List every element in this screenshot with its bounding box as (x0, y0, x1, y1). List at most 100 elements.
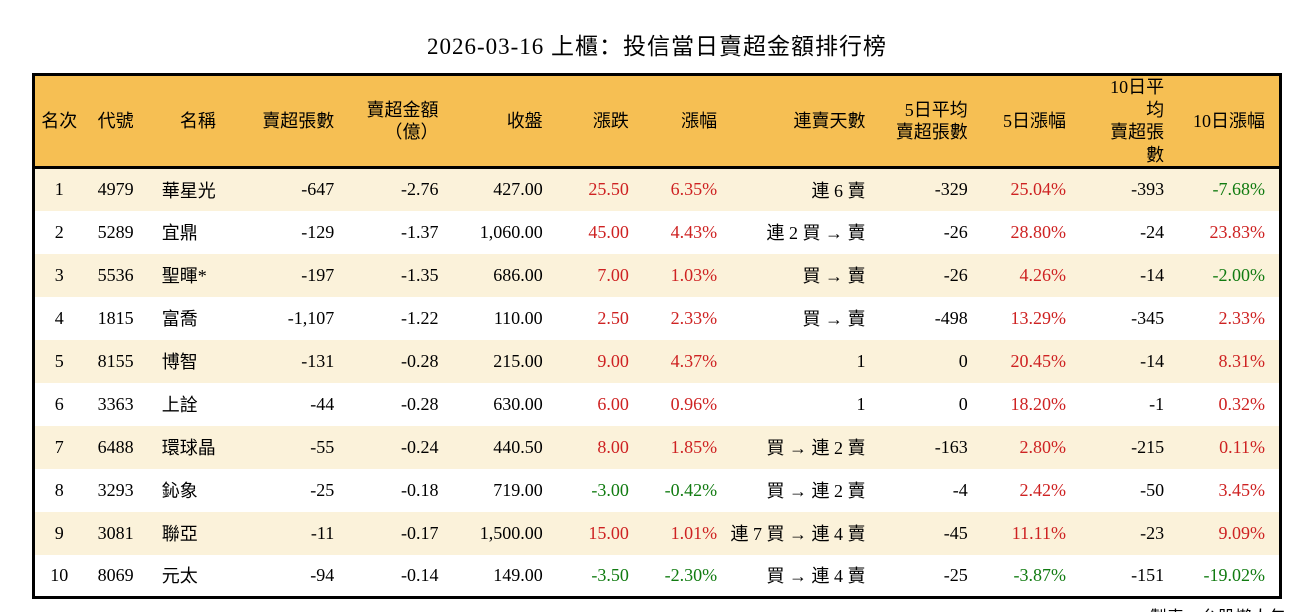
cell: 1815 (97, 307, 134, 328)
cell: -0.18 (400, 479, 439, 500)
cell: 1.85% (670, 436, 718, 457)
cell: -0.28 (400, 393, 439, 414)
cell: -3.50 (591, 564, 629, 585)
cell: 博智 (161, 352, 198, 372)
cell: 連 6 賣 (811, 180, 866, 201)
column-header: 賣超張數 (247, 74, 359, 169)
cell: 7 (54, 436, 64, 457)
cell: -4 (952, 479, 968, 500)
column-header: 漲跌 (550, 74, 643, 169)
cell: -24 (1140, 221, 1165, 242)
table-row: 9 3081 聯亞 -11 -0.17 1,500.00 15.00 1.01% 連 7 買 →… (33, 511, 1281, 555)
cell: 1 (856, 393, 866, 414)
cell: 買 → 連 2 賣 (766, 438, 866, 458)
cell: -7.68% (1212, 179, 1266, 200)
cell: 1 (856, 350, 866, 371)
column-header: 代號 (83, 74, 148, 169)
cell: 2 (54, 221, 64, 242)
cell: 鈊象 (161, 481, 198, 501)
cell: 110.00 (493, 307, 543, 328)
cell: 3.45% (1218, 479, 1266, 500)
cell: 686.00 (493, 264, 543, 285)
cell: -0.28 (400, 350, 439, 371)
cell: -0.24 (400, 436, 439, 457)
cell: 買 → 賣 (802, 309, 866, 329)
column-header: 連賣天數 (727, 74, 894, 169)
cell: -498 (934, 307, 968, 328)
table-row: 3 5536 聖暉* -197 -1.35 686.00 7.00 1.03% 買 → 賣 -26… (33, 253, 1281, 297)
cell: -1.35 (400, 264, 439, 285)
footer: 資料來源：台灣證券交易所、證券櫃檯買賣中心 www.qiyoapps.com 製… (28, 605, 1286, 612)
table-row: 2 5289 宜鼎 -129 -1.37 1,060.00 45.00 4.43% 連 2 買 … (33, 210, 1281, 254)
cell: 0 (958, 350, 968, 371)
cell: 4.37% (670, 350, 718, 371)
cell: 15.00 (588, 522, 629, 543)
cell: 13.29% (1010, 307, 1066, 328)
cell: -151 (1131, 564, 1165, 585)
table-row: 6 3363 上詮 -44 -0.28 630.00 6.00 0.96% 1 0 18.20% -1… (33, 382, 1281, 426)
cell: 215.00 (493, 350, 543, 371)
cell: 18.20% (1010, 393, 1066, 414)
column-header: 5日平均 賣超張數 (893, 74, 986, 169)
table-row: 5 8155 博智 -131 -0.28 215.00 9.00 4.37% 1 0 20.45% -… (33, 339, 1281, 383)
cell: -94 (310, 564, 335, 585)
cell: 25.50 (588, 179, 629, 200)
cell: 8 (54, 479, 64, 500)
header-row: 名次 代號 名稱 賣超張數 賣超金額 （億） 收盤 漲跌 漲幅 連賣天數 5日平均 賣超張數 5日漲… (33, 74, 1281, 169)
cell: -26 (943, 264, 968, 285)
table-row: 1 4979 華星光 -647 -2.76 427.00 25.50 6.35% 連 6 賣 -3… (33, 167, 1281, 211)
cell: 2.50 (597, 307, 629, 328)
cell: 1 (54, 179, 64, 200)
cell: 5536 (97, 264, 134, 285)
cell: 8155 (97, 350, 134, 371)
cell: 聯亞 (161, 524, 198, 544)
cell: 買 → 賣 (802, 266, 866, 286)
author-text: 製表：台股懶人包 (1057, 605, 1286, 612)
column-header: 10日漲幅 (1184, 74, 1281, 169)
cell: -1 (1149, 393, 1165, 414)
cell: -0.14 (400, 564, 439, 585)
cell: 7.00 (597, 264, 629, 285)
cell: 5 (54, 350, 64, 371)
cell: 上詮 (161, 395, 198, 415)
credits-block: 製表：台股懶人包 製表時間：2026-03-16 16:58:29 (1057, 605, 1286, 612)
cell: 0.96% (670, 393, 718, 414)
cell: 3081 (97, 522, 134, 543)
cell: 元太 (161, 566, 198, 587)
cell: 2.80% (1019, 436, 1066, 457)
cell: 4.43% (670, 221, 718, 242)
cell: 3363 (97, 393, 134, 414)
cell: -11 (310, 522, 335, 543)
cell: -163 (934, 436, 968, 457)
column-header: 漲幅 (642, 74, 728, 169)
cell: 9.00 (597, 350, 629, 371)
column-header: 名次 (33, 74, 84, 169)
cell: -0.17 (400, 522, 439, 543)
cell: -14 (1140, 350, 1165, 371)
cell: 1,060.00 (479, 221, 543, 242)
cell: 45.00 (588, 221, 629, 242)
cell: 買 → 連 2 賣 (766, 481, 866, 501)
cell: 4979 (97, 179, 134, 200)
cell: -131 (301, 350, 335, 371)
cell: 連 2 買 → 賣 (766, 223, 866, 243)
cell: 4 (54, 307, 64, 328)
cell: 23.83% (1209, 221, 1266, 242)
cell: -19.02% (1203, 564, 1266, 585)
cell: 1,500.00 (479, 522, 543, 543)
cell: -329 (934, 179, 968, 200)
table-row: 10 8069 元太 -94 -0.14 149.00 -3.50 -2.30% 買 → 連 4… (33, 554, 1281, 598)
cell: 0.11% (1219, 436, 1265, 457)
cell: -1,107 (287, 307, 335, 328)
cell: -345 (1131, 307, 1165, 328)
cell: 25.04% (1010, 179, 1066, 200)
cell: 9.09% (1218, 522, 1266, 543)
table-header: 名次 代號 名稱 賣超張數 賣超金額 （億） 收盤 漲跌 漲幅 連賣天數 5日平均 賣超張數 5日漲… (33, 74, 1281, 169)
cell: 6488 (97, 436, 134, 457)
cell: -44 (310, 393, 335, 414)
cell: 富喬 (161, 309, 198, 329)
cell: 28.80% (1010, 221, 1066, 242)
cell: 0.32% (1218, 393, 1266, 414)
cell: -14 (1140, 264, 1165, 285)
column-header: 收盤 (452, 74, 551, 169)
